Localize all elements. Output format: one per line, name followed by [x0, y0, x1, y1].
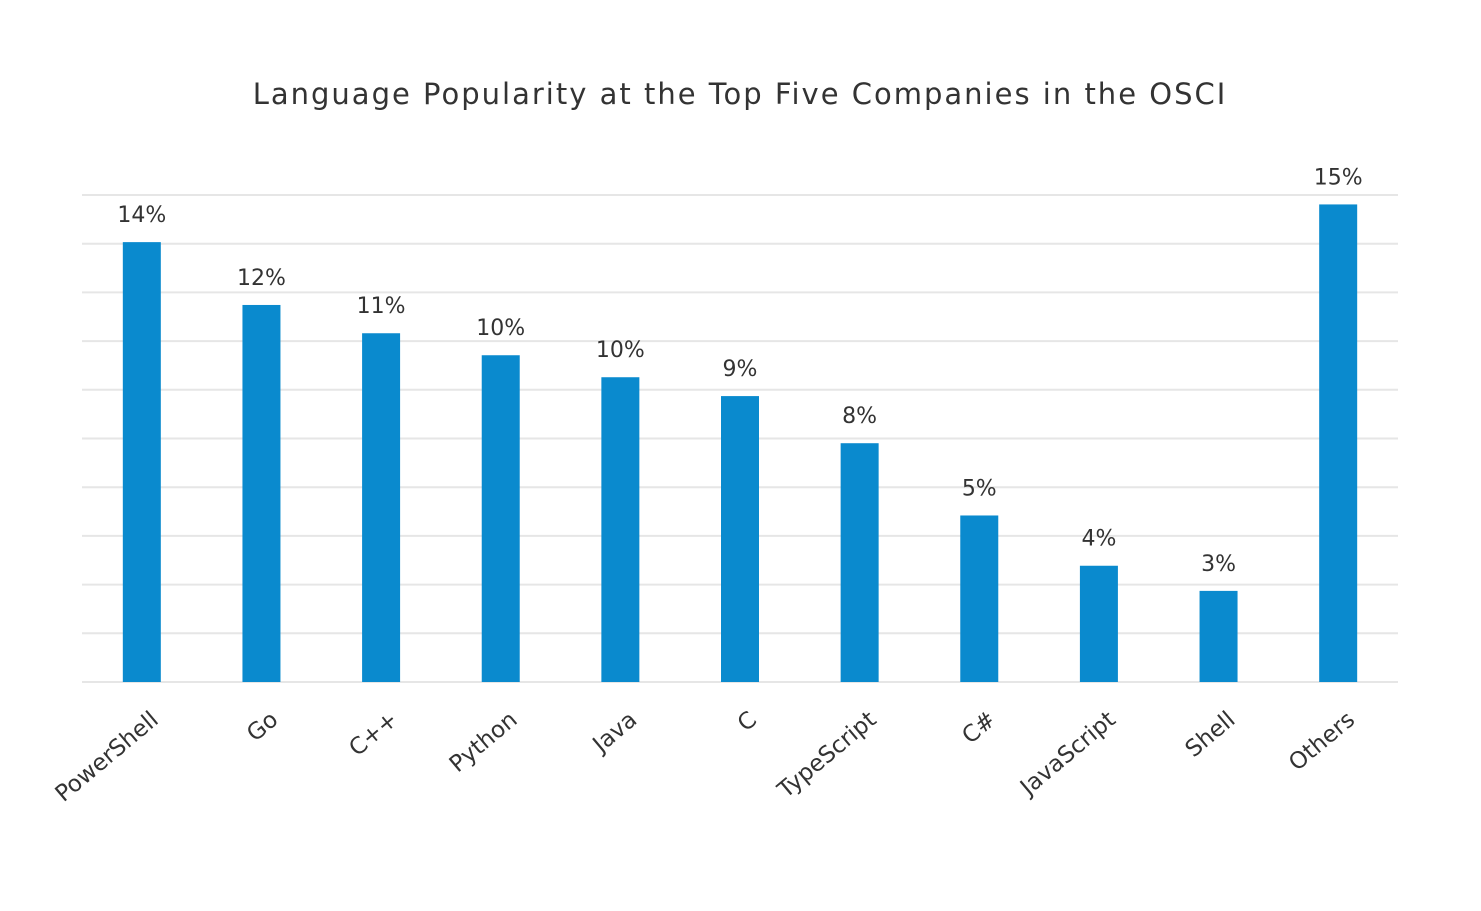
x-tick-label: JavaScript: [1014, 707, 1121, 802]
value-label: 4%: [1081, 527, 1116, 552]
value-label: 10%: [476, 316, 525, 341]
bar: [362, 333, 401, 682]
bar: [1319, 204, 1358, 682]
x-tick-label: Shell: [1181, 707, 1241, 763]
chart-title: Language Popularity at the Top Five Comp…: [253, 77, 1228, 111]
bar: [840, 443, 879, 682]
x-tick-label: PowerShell: [51, 707, 164, 808]
x-tick-label: TypeScript: [772, 707, 881, 804]
bar: [1079, 565, 1118, 682]
value-label: 10%: [596, 338, 645, 363]
value-label: 3%: [1201, 552, 1236, 577]
bar: [960, 515, 999, 682]
x-tick-label: C: [733, 707, 762, 737]
value-label: 5%: [962, 476, 997, 501]
x-tick-label: Python: [445, 707, 523, 778]
value-label: 12%: [237, 266, 286, 291]
x-tick-label: Java: [587, 707, 642, 759]
value-label: 9%: [723, 357, 758, 382]
x-tick-label: Go: [242, 707, 283, 747]
value-label: 14%: [117, 203, 166, 228]
bar: [242, 304, 281, 682]
x-tick-label: C#: [957, 707, 1001, 750]
value-label: 8%: [842, 404, 877, 429]
bar: [481, 355, 520, 682]
bar: [122, 242, 161, 682]
x-tick-label: C++: [344, 707, 403, 762]
value-label: 15%: [1314, 165, 1363, 190]
bar: [721, 396, 759, 682]
x-tick-label: Others: [1284, 707, 1360, 777]
bar: [1199, 590, 1238, 682]
bar: [601, 377, 640, 682]
value-label: 11%: [357, 294, 406, 319]
